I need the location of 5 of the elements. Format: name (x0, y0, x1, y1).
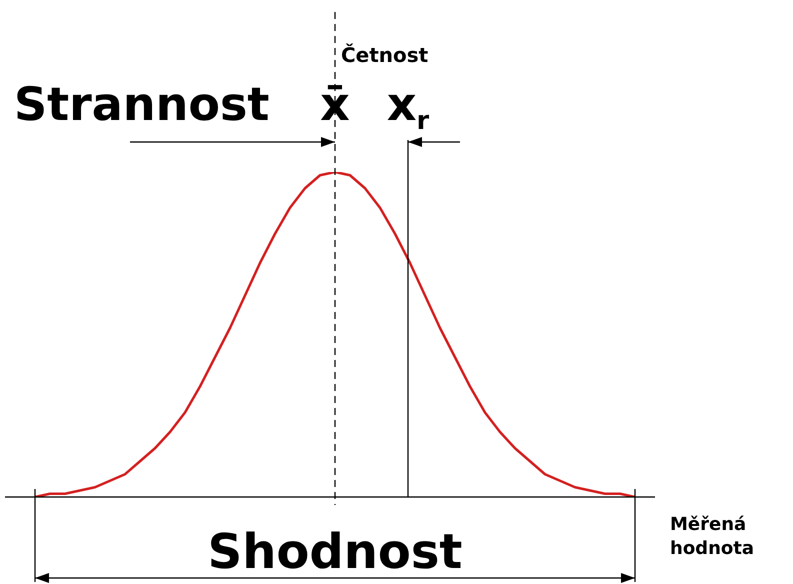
text: Shodnost (208, 524, 462, 580)
x-axis-title: Měřená hodnota (670, 514, 754, 559)
text: x̄ (320, 77, 350, 131)
text: Četnost (341, 43, 429, 67)
text: Strannost (14, 77, 270, 131)
